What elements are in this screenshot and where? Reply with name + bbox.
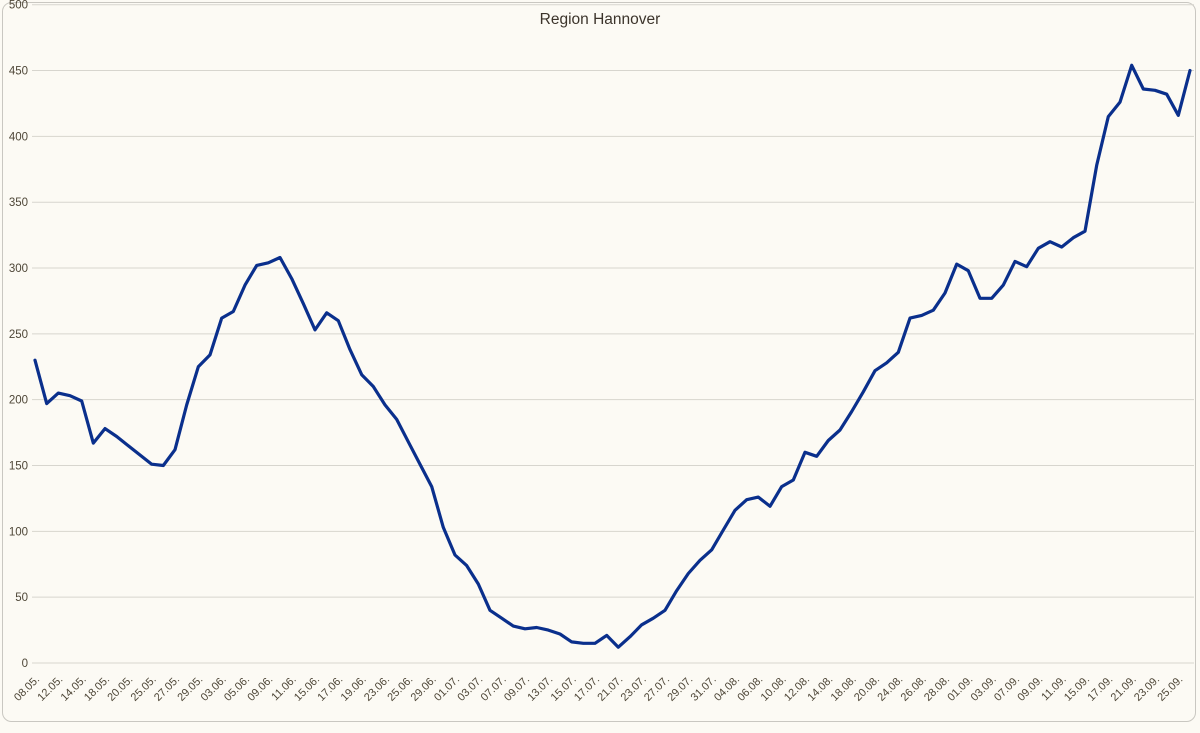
x-tick-label: 07.07. <box>479 674 509 704</box>
x-tick-label: 12.05. <box>35 674 65 704</box>
chart-title: Region Hannover <box>540 11 661 28</box>
y-tick-label: 450 <box>9 66 28 78</box>
x-tick-label: 27.05. <box>152 674 182 704</box>
x-tick-label: 18.05. <box>82 674 112 704</box>
x-tick-label: 29.05. <box>175 674 205 704</box>
x-tick-label: 05.06. <box>222 674 252 704</box>
data-line-region-hannover <box>33 63 1192 649</box>
x-tick-label: 25.09. <box>1155 674 1185 704</box>
x-tick-label: 17.09. <box>1085 674 1115 704</box>
x-tick-label: 09.07. <box>502 674 532 704</box>
x-tick-label: 03.09. <box>969 674 999 704</box>
y-tick-label: 350 <box>9 197 28 209</box>
x-tick-label: 09.06. <box>245 674 275 704</box>
y-tick-label: 250 <box>9 329 28 341</box>
x-tick-label: 04.08. <box>712 674 742 704</box>
x-tick-label: 28.08. <box>922 674 952 704</box>
y-tick-label: 50 <box>15 592 28 604</box>
x-tick-label: 23.06. <box>362 674 392 704</box>
x-tick-label: 25.05. <box>129 674 159 704</box>
x-tick-label: 14.08. <box>805 674 835 704</box>
x-tick-label: 29.07. <box>665 674 695 704</box>
x-tick-label: 15.09. <box>1062 674 1092 704</box>
x-tick-label: 03.07. <box>455 674 485 704</box>
x-tick-label: 23.07. <box>619 674 649 704</box>
x-tick-label: 09.09. <box>1015 674 1045 704</box>
x-tick-label: 29.06. <box>409 674 439 704</box>
x-tick-label: 18.08. <box>829 674 859 704</box>
gridlines <box>32 4 1194 664</box>
y-tick-label: 200 <box>9 395 28 407</box>
y-tick-label: 400 <box>9 131 28 143</box>
x-tick-label: 31.07. <box>689 674 719 704</box>
x-tick-label: 25.06. <box>385 674 415 704</box>
x-tick-label: 23.09. <box>1132 674 1162 704</box>
y-tick-label: 500 <box>9 0 28 12</box>
x-axis-labels: 08.05.12.05.14.05.18.05.20.05.25.05.27.0… <box>12 674 1185 704</box>
x-tick-label: 07.09. <box>992 674 1022 704</box>
x-tick-label: 19.06. <box>339 674 369 704</box>
x-tick-label: 26.08. <box>899 674 929 704</box>
y-axis-labels: 0 50 100 150 200 250 300 350 400 450 500 <box>9 0 28 670</box>
chart-frame-border <box>2 2 1196 722</box>
x-tick-label: 06.08. <box>735 674 765 704</box>
x-tick-label: 13.07. <box>525 674 555 704</box>
x-tick-label: 01.07. <box>432 674 462 704</box>
x-tick-label: 03.06. <box>199 674 229 704</box>
x-tick-label: 27.07. <box>642 674 672 704</box>
y-tick-label: 300 <box>9 263 28 275</box>
x-tick-label: 20.08. <box>852 674 882 704</box>
x-tick-label: 08.05. <box>12 674 42 704</box>
y-tick-label: 150 <box>9 461 28 473</box>
x-tick-label: 15.06. <box>292 674 322 704</box>
y-tick-label: 0 <box>22 658 28 670</box>
x-tick-label: 24.08. <box>875 674 905 704</box>
x-tick-label: 20.05. <box>105 674 135 704</box>
x-tick-label: 15.07. <box>549 674 579 704</box>
x-tick-label: 10.08. <box>759 674 789 704</box>
x-tick-label: 17.07. <box>572 674 602 704</box>
y-tick-label: 100 <box>9 526 28 538</box>
x-tick-label: 21.07. <box>595 674 625 704</box>
x-tick-label: 12.08. <box>782 674 812 704</box>
x-tick-label: 17.06. <box>315 674 345 704</box>
x-tick-label: 01.09. <box>945 674 975 704</box>
x-tick-label: 14.05. <box>59 674 89 704</box>
x-tick-label: 21.09. <box>1109 674 1139 704</box>
